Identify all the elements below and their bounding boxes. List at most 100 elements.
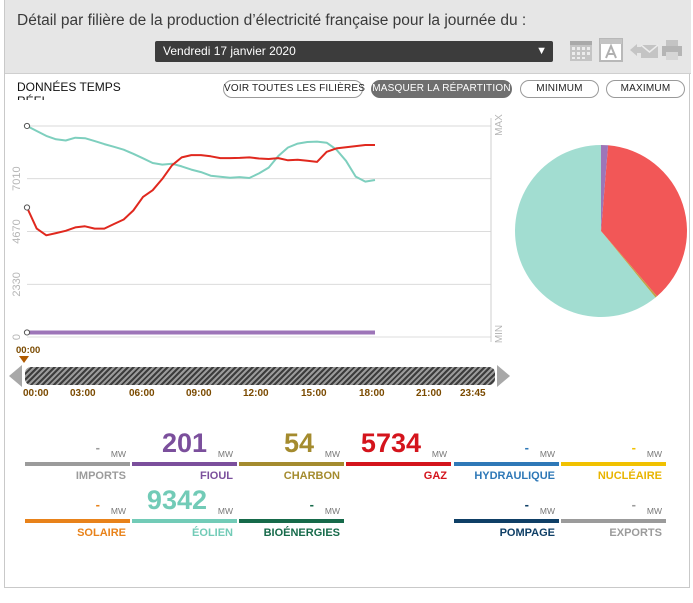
timeline-tick-label: 18:00 xyxy=(359,388,385,399)
maximum-button[interactable]: MAXIMUM xyxy=(606,80,685,98)
source-imports[interactable]: - MW IMPORTS xyxy=(25,432,130,482)
y-tick-label: 4670 xyxy=(11,219,23,243)
source-color-bar xyxy=(346,462,451,466)
source-value: - xyxy=(631,497,636,512)
pie-slice-gaz[interactable] xyxy=(601,145,688,297)
source-bioenergies[interactable]: - MW BIOÉNERGIES xyxy=(239,489,344,539)
timeline-tick-label: 15:00 xyxy=(301,388,327,399)
source-unit: MW xyxy=(539,506,555,516)
source-label: ÉOLIEN xyxy=(192,527,233,539)
source-unit: MW xyxy=(217,506,233,516)
source-value: 201 xyxy=(161,428,207,458)
source-color-bar xyxy=(239,519,344,523)
print-icon[interactable] xyxy=(660,38,684,62)
source-value: - xyxy=(95,497,100,512)
source-gaz[interactable]: 5734 MW GAZ xyxy=(346,428,451,482)
minimum-button[interactable]: MINIMUM xyxy=(520,80,599,98)
production-panel: Détail par filière de la production d’él… xyxy=(4,0,691,588)
source-label: SOLAIRE xyxy=(77,527,126,539)
production-line-chart: 0 2330 4670 7010 MAX MIN xyxy=(11,114,505,343)
source-label: EXPORTS xyxy=(609,527,662,539)
email-share-icon[interactable] xyxy=(629,38,659,62)
source-value: 54 xyxy=(283,428,314,458)
time-cursor-label: 00:00 xyxy=(16,345,41,356)
time-cursor-marker[interactable] xyxy=(19,356,29,363)
source-color-bar xyxy=(25,462,130,466)
source-exports[interactable]: - MW EXPORTS xyxy=(561,489,666,539)
hide-breakdown-button[interactable]: MASQUER LA RÉPARTITION xyxy=(371,80,512,98)
source-charbon[interactable]: 54 MW CHARBON xyxy=(239,428,344,482)
source-value: - xyxy=(309,497,314,512)
text-a-icon[interactable] xyxy=(599,38,623,62)
calendar-icon[interactable] xyxy=(569,38,593,62)
series-start-point xyxy=(23,122,31,130)
source-unit: MW xyxy=(110,449,126,459)
source-color-bar xyxy=(454,462,559,466)
panel-header: Détail par filière de la production d’él… xyxy=(5,0,691,74)
page-title: Détail par filière de la production d’él… xyxy=(17,12,527,29)
timeline-tick-label: 12:00 xyxy=(243,388,269,399)
timeline-tick-label: 09:00 xyxy=(186,388,212,399)
timeline-tick-label: 00:00 xyxy=(23,388,49,399)
source-unit: MW xyxy=(646,449,662,459)
pie-slice-fioul[interactable] xyxy=(601,145,609,231)
source-unit: MW xyxy=(324,506,340,516)
timeline-scrubber xyxy=(9,362,510,392)
source-value: 9342 xyxy=(146,485,207,515)
source-unit: MW xyxy=(431,449,447,459)
source-eolien[interactable]: 9342 MW ÉOLIEN xyxy=(132,485,237,539)
y-tick-label: 2330 xyxy=(11,272,23,296)
source-unit: MW xyxy=(324,449,340,459)
timeline-tick-label: 03:00 xyxy=(70,388,96,399)
source-value: - xyxy=(524,440,529,455)
source-color-bar xyxy=(454,519,559,523)
realtime-data-label: DONNÉES TEMPS RÉEL xyxy=(17,80,121,100)
timeline-track[interactable] xyxy=(25,367,495,385)
y-tick-label: 0 xyxy=(11,334,23,340)
show-all-sources-button[interactable]: VOIR TOUTES LES FILIÈRES xyxy=(223,80,365,98)
source-label: BIOÉNERGIES xyxy=(263,527,340,539)
source-unit: MW xyxy=(110,506,126,516)
source-hydraulique[interactable]: - MW HYDRAULIQUE xyxy=(454,432,559,482)
pie-slice-charbon[interactable] xyxy=(601,231,658,298)
source-pompage[interactable]: - MW POMPAGE xyxy=(454,489,559,539)
series-start-point xyxy=(23,329,31,336)
timeline-tick-label: 06:00 xyxy=(129,388,155,399)
axis-min-label: MIN xyxy=(494,325,505,343)
source-value: - xyxy=(631,440,636,455)
timeline-right-arrow-icon[interactable] xyxy=(497,365,510,387)
source-solaire[interactable]: - MW SOLAIRE xyxy=(25,489,130,539)
caret-down-icon: ▼ xyxy=(536,45,547,57)
source-color-bar xyxy=(561,519,666,523)
source-unit: MW xyxy=(539,449,555,459)
source-label: GAZ xyxy=(423,470,447,482)
axis-max-label: MAX xyxy=(494,114,505,136)
source-label: POMPAGE xyxy=(499,527,555,539)
source-label: IMPORTS xyxy=(75,470,126,482)
source-value: 5734 xyxy=(360,428,421,458)
source-fioul[interactable]: 201 MW FIOUL xyxy=(132,428,237,482)
source-unit: MW xyxy=(646,506,662,516)
source-label: HYDRAULIQUE xyxy=(474,470,555,482)
source-unit: MW xyxy=(217,449,233,459)
source-label: NUCLÉAIRE xyxy=(597,470,662,482)
pie-slice-eolien[interactable] xyxy=(515,145,656,317)
source-nucleaire[interactable]: - MW NUCLÉAIRE xyxy=(561,432,666,482)
source-color-bar xyxy=(132,519,237,523)
timeline-tick-label: 23:45 xyxy=(460,388,486,399)
series-line-gaz[interactable] xyxy=(26,144,375,237)
source-label: FIOUL xyxy=(200,470,233,482)
timeline-left-arrow-icon[interactable] xyxy=(9,365,22,387)
series-line-eolien[interactable] xyxy=(26,125,376,183)
source-value: - xyxy=(524,497,529,512)
series-start-point xyxy=(23,204,31,211)
date-select[interactable]: Vendredi 17 janvier 2020 ▼ xyxy=(155,41,553,62)
source-color-bar xyxy=(25,519,130,523)
source-color-bar xyxy=(239,462,344,466)
date-select-value: Vendredi 17 janvier 2020 xyxy=(163,44,296,58)
production-pie-chart xyxy=(515,145,688,317)
source-value: - xyxy=(95,440,100,455)
source-color-bar xyxy=(561,462,666,466)
y-tick-label: 7010 xyxy=(11,166,23,190)
source-label: CHARBON xyxy=(283,470,340,482)
